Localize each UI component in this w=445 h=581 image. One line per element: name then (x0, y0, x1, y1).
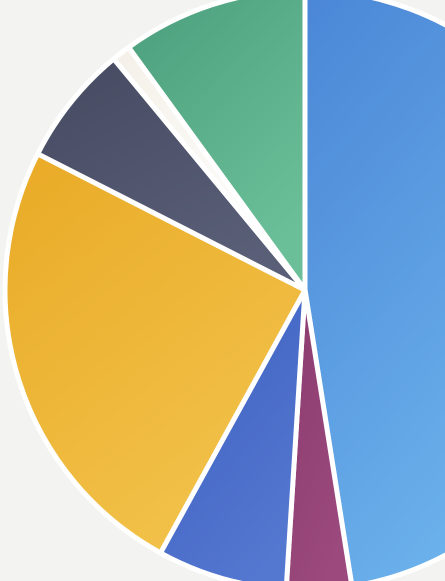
pie-slice-1 (302, 0, 445, 581)
pie-slice-7 (126, 0, 308, 293)
pie-slice-3 (157, 287, 308, 581)
